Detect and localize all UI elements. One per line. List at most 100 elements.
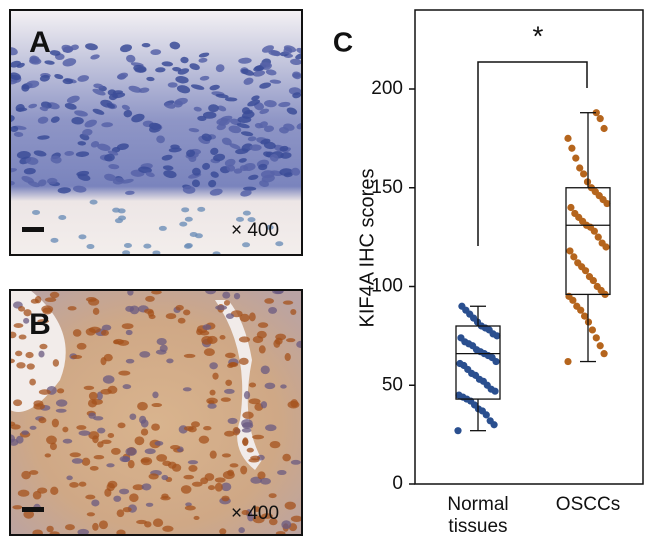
cell-nucleus — [77, 173, 91, 181]
cell-nucleus — [37, 116, 49, 124]
y-tick-label: 0 — [392, 473, 403, 494]
cell-nucleus — [190, 84, 205, 90]
cell-nucleus — [58, 214, 67, 220]
cell-nucleus — [175, 76, 189, 84]
cell-nucleus — [183, 309, 191, 316]
cell-nucleus — [97, 441, 104, 448]
cell-nucleus — [39, 343, 48, 350]
cell-nucleus — [243, 391, 251, 400]
cell-nucleus — [13, 323, 24, 328]
cell-nucleus — [198, 435, 210, 444]
cell-nucleus — [77, 75, 90, 82]
cell-nucleus — [21, 470, 31, 480]
cell-nucleus — [90, 141, 100, 148]
cell-nucleus — [32, 529, 43, 535]
cell-nucleus — [270, 170, 283, 177]
cell-nucleus — [292, 71, 302, 80]
cell-nucleus — [145, 171, 155, 178]
cell-nucleus — [12, 505, 23, 510]
cell-nucleus — [74, 110, 88, 117]
cell-nucleus — [78, 430, 91, 436]
cell-nucleus — [75, 151, 90, 157]
data-point — [456, 359, 464, 368]
cell-nucleus — [192, 167, 201, 176]
cell-nucleus — [194, 233, 203, 239]
cell-nucleus — [240, 465, 248, 475]
data-point — [486, 417, 494, 425]
cell-nucleus — [140, 458, 150, 463]
cell-nucleus — [49, 291, 60, 299]
cell-nucleus — [220, 397, 231, 402]
cell-nucleus — [139, 415, 147, 424]
cell-nucleus — [88, 326, 101, 333]
cell-nucleus — [84, 119, 97, 128]
cell-nucleus — [161, 154, 173, 161]
cell-nucleus — [10, 60, 21, 68]
cell-nucleus — [179, 221, 188, 227]
cell-nucleus — [125, 190, 135, 195]
cell-nucleus — [62, 58, 77, 67]
cell-nucleus — [169, 41, 181, 50]
cell-nucleus — [187, 426, 197, 433]
cell-nucleus — [85, 43, 98, 51]
cell-nucleus — [107, 150, 119, 156]
cell-nucleus — [261, 45, 274, 53]
cell-nucleus — [269, 440, 281, 449]
scale-bar — [22, 227, 44, 232]
cell-nucleus — [275, 337, 283, 345]
significance-bracket — [477, 61, 588, 246]
cell-nucleus — [257, 322, 269, 328]
cell-nucleus — [101, 324, 112, 331]
cell-nucleus — [260, 365, 270, 375]
cell-nucleus — [263, 125, 275, 133]
cell-nucleus — [183, 474, 195, 480]
cell-nucleus — [122, 250, 131, 255]
data-point — [574, 259, 582, 267]
cell-nucleus — [44, 60, 55, 65]
cell-nucleus — [247, 99, 261, 107]
cell-nucleus — [121, 104, 130, 111]
cell-nucleus — [151, 290, 162, 295]
cell-nucleus — [93, 455, 105, 460]
data-point — [567, 203, 575, 212]
cell-nucleus — [237, 116, 252, 123]
cell-nucleus — [242, 422, 254, 429]
cell-nucleus — [204, 473, 215, 481]
cell-nucleus — [269, 154, 279, 162]
cell-nucleus — [216, 117, 229, 125]
cell-nucleus — [85, 494, 96, 500]
cell-nucleus — [125, 329, 133, 336]
cell-nucleus — [209, 188, 223, 196]
panel-label: C — [333, 26, 353, 57]
cell-nucleus — [132, 484, 144, 491]
cell-nucleus — [62, 438, 73, 444]
cell-nucleus — [188, 128, 200, 133]
cell-nucleus — [199, 75, 210, 81]
cell-nucleus — [165, 313, 177, 320]
cell-nucleus — [10, 125, 19, 133]
cell-nucleus — [51, 418, 59, 428]
cell-nucleus — [54, 73, 64, 80]
cell-nucleus — [190, 421, 200, 428]
cell-nucleus — [229, 143, 241, 150]
cell-nucleus — [39, 106, 48, 112]
cell-nucleus — [93, 83, 104, 89]
cell-nucleus — [221, 453, 232, 458]
cell-nucleus — [78, 234, 87, 240]
data-point — [592, 109, 600, 117]
cell-nucleus — [10, 358, 15, 364]
cell-nucleus — [291, 167, 301, 176]
cell-nucleus — [18, 334, 27, 340]
data-point — [580, 312, 589, 320]
data-point — [588, 326, 596, 334]
cell-nucleus — [151, 403, 163, 408]
cell-nucleus — [104, 153, 115, 162]
cell-nucleus — [187, 460, 199, 465]
cell-nucleus — [282, 453, 291, 462]
cell-nucleus — [242, 411, 254, 419]
data-point — [568, 144, 576, 152]
cell-nucleus — [155, 67, 166, 73]
panel-b-image — [10, 290, 302, 535]
cell-nucleus — [184, 216, 193, 222]
